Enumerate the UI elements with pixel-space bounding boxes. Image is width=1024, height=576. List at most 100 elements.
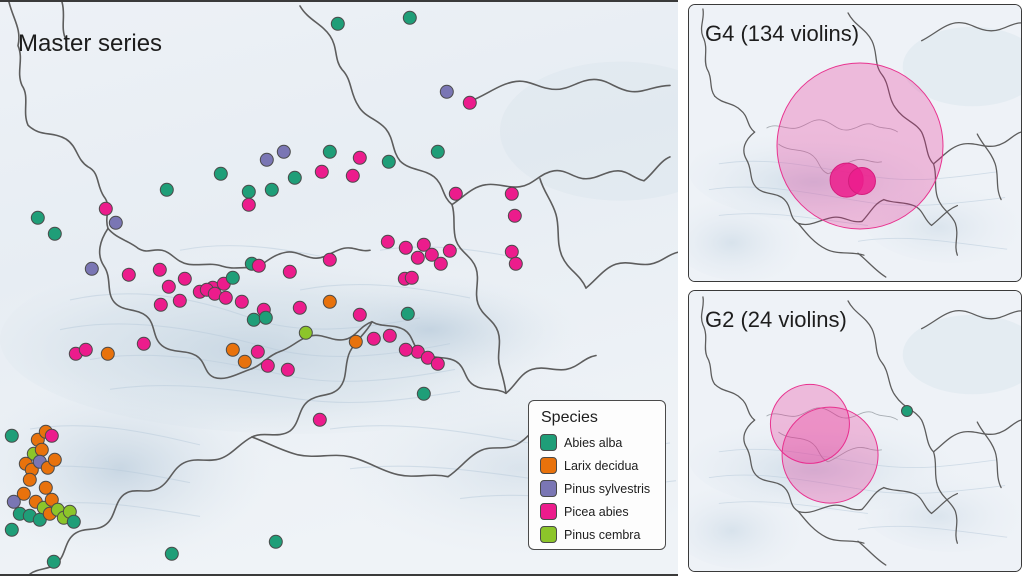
legend-item-label: Abies alba [564, 435, 623, 450]
species-point [153, 297, 169, 313]
legend-item-label: Larix decidua [564, 458, 639, 473]
legend-item-label: Picea abies [564, 504, 629, 519]
species-point [251, 258, 267, 274]
species-point [250, 344, 266, 360]
cluster-circle [776, 62, 944, 230]
legend-item-label: Pinus cembra [564, 527, 641, 542]
legend-title: Species [541, 409, 598, 426]
species-point [258, 310, 274, 326]
species-point [225, 270, 241, 286]
legend-swatch-icon [540, 526, 557, 544]
species-point [234, 294, 250, 310]
species-point [404, 270, 420, 286]
species-point [98, 201, 114, 217]
species-point [268, 534, 284, 550]
species-point [47, 452, 63, 468]
species-point [259, 152, 275, 168]
species-point [280, 362, 296, 378]
species-point [381, 154, 397, 170]
species-point [430, 144, 446, 160]
species-point [213, 166, 229, 182]
legend-item-pinus-sylvestris[interactable]: Pinus sylvestris [540, 478, 665, 500]
species-legend[interactable]: Species Abies alba Larix decidua Pinus syl… [528, 400, 666, 550]
species-point [237, 354, 253, 370]
species-point [312, 412, 328, 428]
species-point [348, 334, 364, 350]
species-point [433, 256, 449, 272]
legend-item-picea-abies[interactable]: Picea abies [540, 501, 665, 523]
species-point [322, 294, 338, 310]
species-point [901, 405, 914, 418]
legend-swatch-icon [540, 457, 557, 475]
species-point [398, 240, 414, 256]
species-point [276, 144, 292, 160]
species-point [152, 262, 168, 278]
species-point [84, 261, 100, 277]
species-point [322, 252, 338, 268]
species-point [218, 290, 234, 306]
species-point [298, 325, 314, 341]
species-point [366, 331, 382, 347]
species-point [4, 522, 20, 538]
species-point [442, 243, 458, 259]
species-point [314, 164, 330, 180]
legend-swatch-icon [540, 434, 557, 452]
g2-cluster-layer [689, 291, 1021, 571]
g2-basemap [689, 291, 1021, 571]
species-point [177, 271, 193, 287]
species-point [398, 342, 414, 358]
species-point [352, 307, 368, 323]
species-point [16, 486, 32, 502]
species-point [382, 328, 398, 344]
species-point [416, 386, 432, 402]
species-point [402, 10, 418, 26]
species-point [100, 346, 116, 362]
species-point [264, 182, 280, 198]
species-point [30, 210, 46, 226]
species-point [352, 150, 368, 166]
species-point [172, 293, 188, 309]
legend-item-abies-alba[interactable]: Abies alba [540, 432, 665, 454]
species-point [241, 197, 257, 213]
species-point [430, 356, 446, 372]
legend-swatch-icon [540, 503, 557, 521]
species-point [46, 554, 62, 570]
main-map-basemap [0, 2, 678, 574]
species-point [121, 267, 137, 283]
cluster-circle [781, 406, 879, 504]
species-point [44, 428, 60, 444]
inset-panel-g2[interactable]: G2 (24 violins) [688, 290, 1022, 572]
species-point [507, 208, 523, 224]
species-point [380, 234, 396, 250]
inset-panel-g4[interactable]: G4 (134 violins) [688, 4, 1022, 282]
species-point [136, 336, 152, 352]
legend-item-larix-decidua[interactable]: Larix decidua [540, 455, 665, 477]
cluster-circle [847, 167, 876, 196]
species-point [225, 342, 241, 358]
species-point [161, 279, 177, 295]
master-series-map-panel: Master series Species Abies alba Larix de… [0, 0, 678, 576]
species-point [462, 95, 478, 111]
species-point [287, 170, 303, 186]
species-point [448, 186, 464, 202]
species-point [66, 514, 82, 530]
species-point [345, 168, 361, 184]
legend-item-pinus-cembra[interactable]: Pinus cembra [540, 524, 665, 546]
species-point [159, 182, 175, 198]
legend-item-label: Pinus sylvestris [564, 481, 651, 496]
species-point [78, 342, 94, 358]
legend-rows: Abies alba Larix decidua Pinus sylvestris P… [540, 432, 665, 546]
species-point [164, 546, 180, 562]
species-point [330, 16, 346, 32]
species-point [508, 256, 524, 272]
species-point [322, 144, 338, 160]
species-point [410, 250, 426, 266]
g4-cluster-layer [689, 5, 1021, 281]
species-point [4, 428, 20, 444]
species-point [400, 306, 416, 322]
species-point [22, 472, 38, 488]
legend-swatch-icon [540, 480, 557, 498]
species-point [260, 358, 276, 374]
species-point [282, 264, 298, 280]
